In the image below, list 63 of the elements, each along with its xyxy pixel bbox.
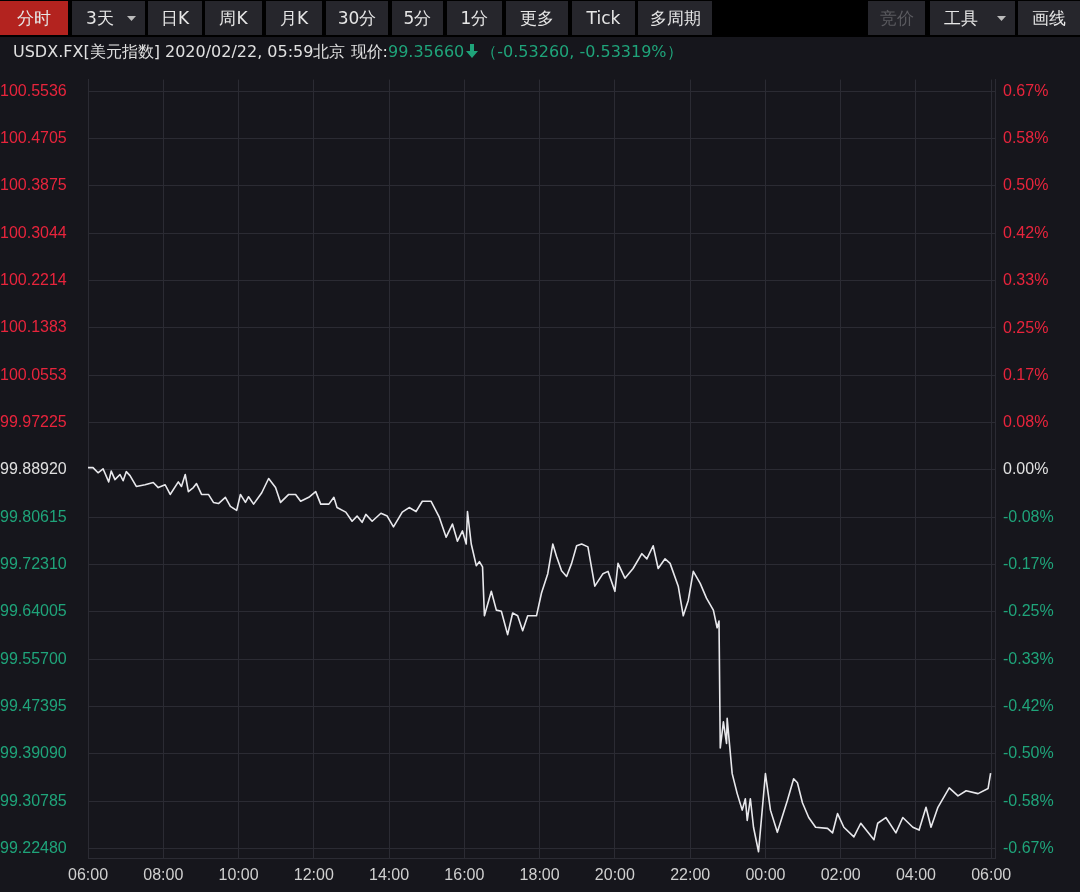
y-tick-label: 100.1383 bbox=[0, 318, 67, 336]
text: 更多 bbox=[520, 8, 554, 28]
text: 分时 bbox=[17, 8, 51, 28]
y2-tick-label: -0.67% bbox=[1003, 838, 1054, 856]
y-tick-label: 99.72310 bbox=[0, 554, 67, 572]
text: 99.35660 bbox=[387, 42, 465, 61]
y-tick-label: 99.80615 bbox=[0, 507, 67, 525]
y-tick-label: 99.39090 bbox=[0, 744, 67, 762]
text: 3天 bbox=[86, 8, 114, 28]
y2-tick-label: 0.42% bbox=[1003, 223, 1049, 241]
text: 工具 bbox=[944, 8, 978, 28]
y2-tick-label: 0.17% bbox=[1003, 365, 1049, 383]
x-tick-label: 12:00 bbox=[293, 866, 334, 884]
y2-tick-label: 0.08% bbox=[1003, 413, 1049, 431]
text: 日K bbox=[160, 8, 190, 28]
y2-tick-label: -0.08% bbox=[1003, 507, 1054, 525]
y2-tick-label: -0.42% bbox=[1003, 697, 1054, 715]
y-tick-label: 99.88920 bbox=[0, 460, 67, 478]
y-tick-label: 100.4705 bbox=[0, 128, 67, 146]
x-tick-label: 20:00 bbox=[594, 866, 636, 884]
y-tick-label: 100.3875 bbox=[0, 176, 67, 194]
y-tick-label: 100.2214 bbox=[0, 270, 67, 288]
y2-tick-label: 0.67% bbox=[1003, 81, 1049, 99]
y2-tick-label: 0.58% bbox=[1003, 129, 1049, 147]
text: 月K bbox=[279, 8, 309, 28]
y2-tick-label: 0.50% bbox=[1003, 176, 1049, 194]
x-tick-label: 10:00 bbox=[218, 866, 259, 884]
x-tick-label: 06:00 bbox=[971, 866, 1012, 884]
y2-tick-label: -0.58% bbox=[1003, 791, 1054, 809]
text: 30分 bbox=[337, 8, 377, 28]
y2-tick-label: -0.17% bbox=[1003, 554, 1054, 572]
y-tick-label: 99.30785 bbox=[0, 791, 67, 809]
y-tick-label: 99.47395 bbox=[0, 696, 67, 714]
text: 多周期 bbox=[649, 8, 701, 28]
x-tick-label: 04:00 bbox=[895, 866, 937, 884]
x-tick-label: 16:00 bbox=[444, 866, 485, 884]
x-tick-label: 06:00 bbox=[67, 866, 109, 884]
text: 1分 bbox=[460, 8, 489, 28]
y2-tick-label: -0.33% bbox=[1003, 649, 1054, 667]
x-tick-label: 18:00 bbox=[519, 866, 560, 884]
chart-title: USDX.FX[美元指数] 2020/02/22, 05:59北京 现价: bbox=[13, 42, 388, 61]
y2-tick-label: -0.25% bbox=[1003, 602, 1054, 620]
y2-tick-label: 0.33% bbox=[1003, 270, 1049, 288]
y2-tick-label: -0.50% bbox=[1003, 744, 1054, 762]
x-tick-label: 00:00 bbox=[745, 866, 786, 884]
text: （-0.53260, -0.53319%） bbox=[481, 42, 683, 61]
y-tick-label: 100.3044 bbox=[0, 223, 67, 241]
y2-tick-label: 0.25% bbox=[1003, 318, 1049, 336]
y2-tick-label: 0.00% bbox=[1003, 460, 1049, 478]
y-tick-label: 99.22480 bbox=[0, 838, 67, 856]
y-tick-label: 99.64005 bbox=[0, 602, 67, 620]
x-tick-label: 14:00 bbox=[369, 866, 410, 884]
text: Tick bbox=[586, 8, 621, 28]
text: 画线 bbox=[1032, 8, 1066, 28]
x-tick-label: 22:00 bbox=[670, 866, 711, 884]
x-tick-label: 08:00 bbox=[143, 866, 184, 884]
y-tick-label: 99.55700 bbox=[0, 649, 67, 667]
y-tick-label: 100.0553 bbox=[0, 365, 67, 383]
y-tick-label: 100.5536 bbox=[0, 81, 67, 99]
text: 周K bbox=[219, 8, 248, 28]
x-tick-label: 02:00 bbox=[820, 866, 861, 884]
y-tick-label: 99.97225 bbox=[0, 412, 67, 430]
text: 5分 bbox=[403, 8, 432, 28]
